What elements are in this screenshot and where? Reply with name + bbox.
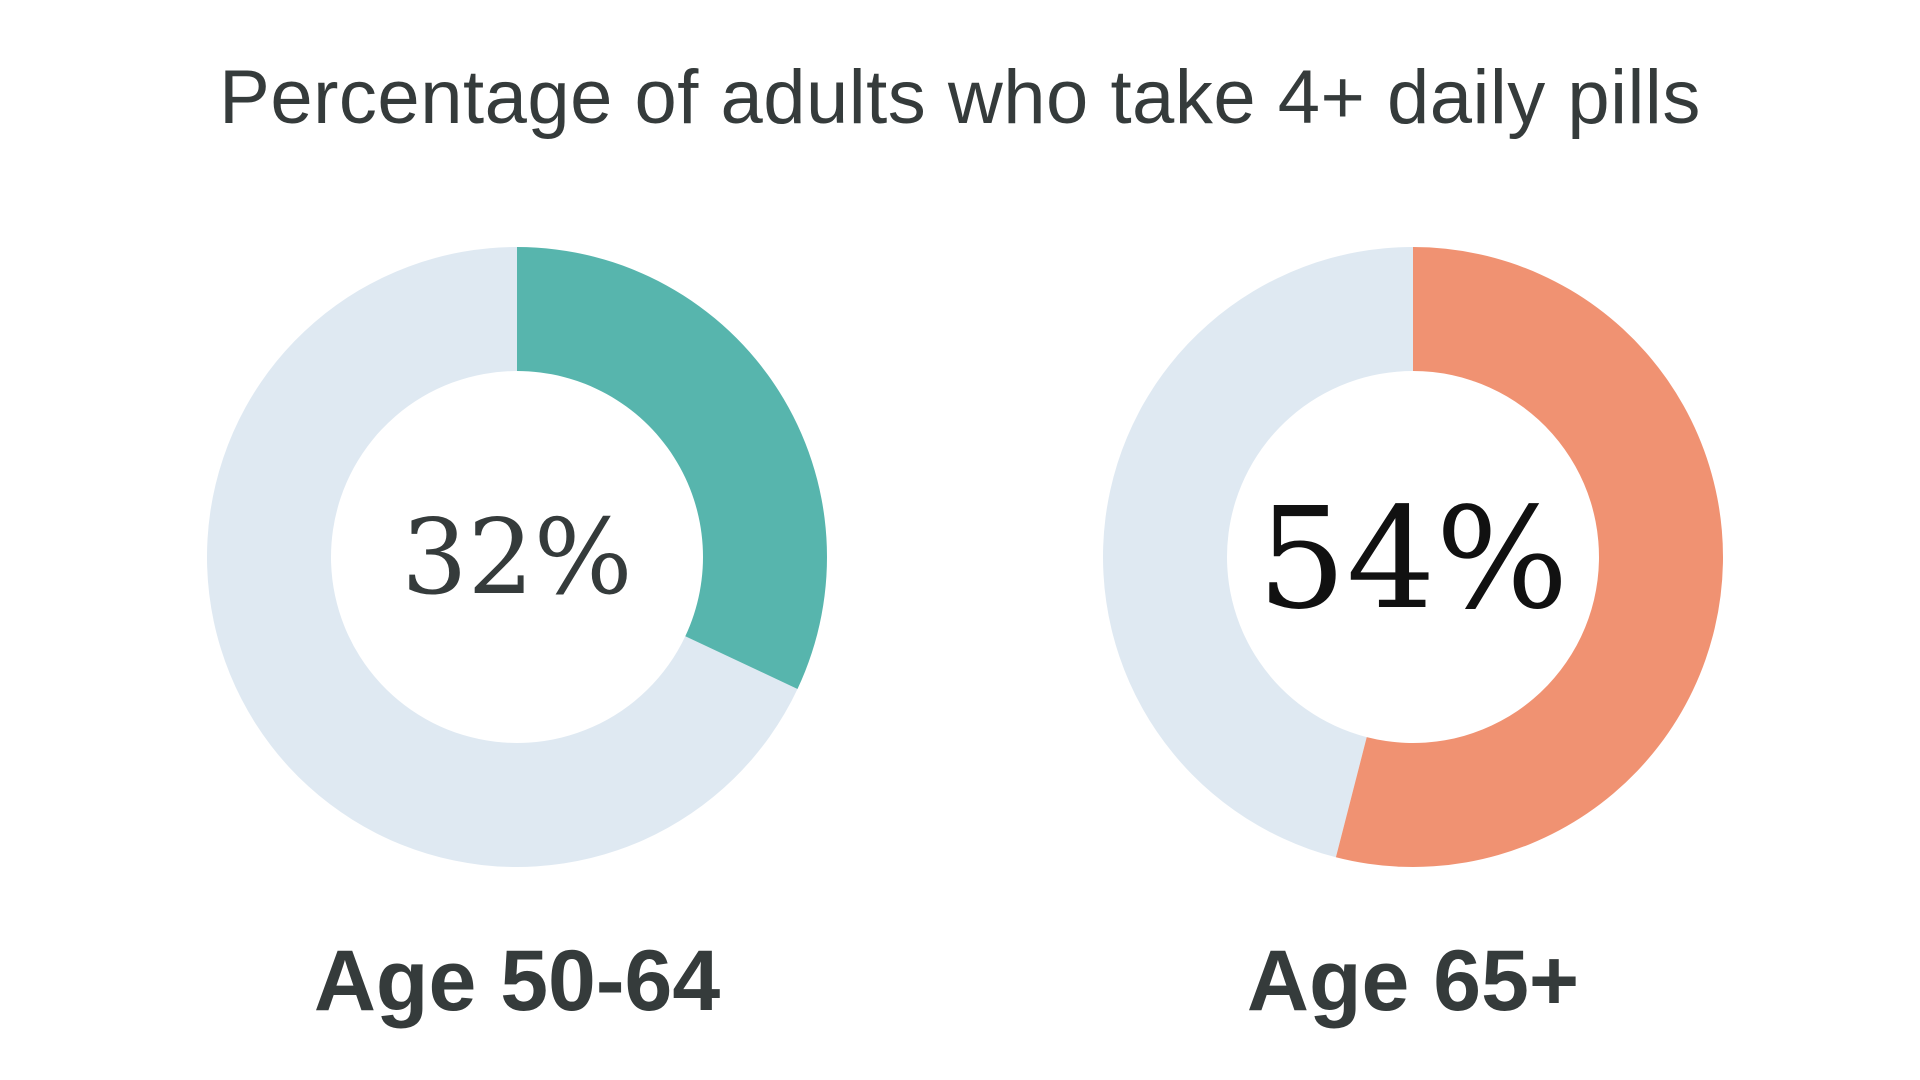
category-label-age-65-plus: Age 65+: [1247, 933, 1579, 1029]
donut-slice-age-50-64: [517, 247, 827, 689]
category-label-age-50-64: Age 50-64: [314, 933, 720, 1029]
center-value-age-65-plus: 54%: [1257, 478, 1568, 641]
center-value-age-50-64: 32%: [401, 496, 632, 618]
donut-age-65-plus: 54% Age 65+: [1102, 247, 1723, 1029]
donut-remainder-age-65-plus: [1102, 247, 1413, 858]
donut-remainder-age-50-64: [206, 247, 798, 868]
donut-age-50-64: 32% Age 50-64: [206, 247, 827, 1029]
donut-slice-age-65-plus: [1335, 247, 1723, 867]
chart-title: Percentage of adults who take 4+ daily p…: [219, 55, 1701, 140]
